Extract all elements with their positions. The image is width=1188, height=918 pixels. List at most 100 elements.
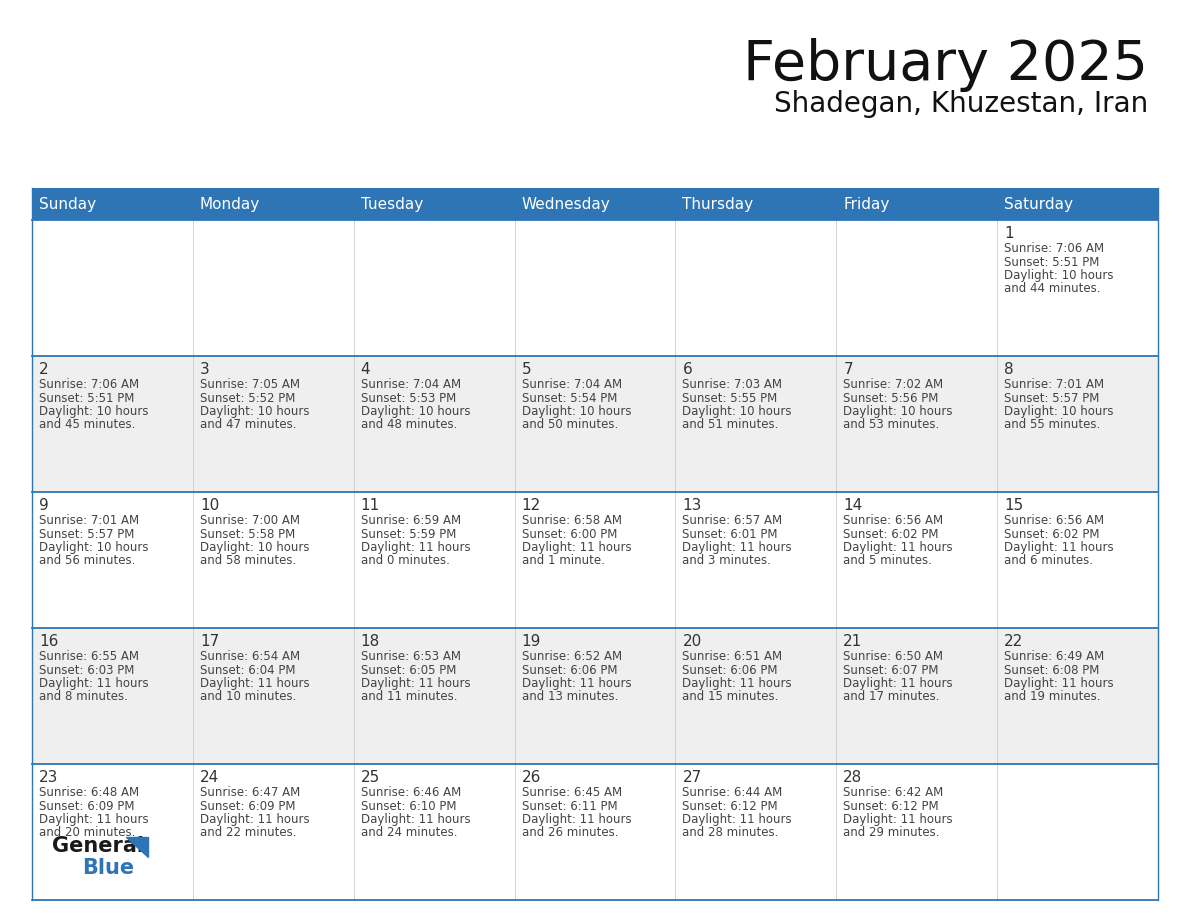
Bar xyxy=(997,188,1158,220)
Text: and 6 minutes.: and 6 minutes. xyxy=(1004,554,1093,567)
Text: and 48 minutes.: and 48 minutes. xyxy=(361,419,457,431)
Text: Daylight: 11 hours: Daylight: 11 hours xyxy=(843,677,953,690)
Text: Daylight: 10 hours: Daylight: 10 hours xyxy=(843,405,953,418)
Text: Sunrise: 6:42 AM: Sunrise: 6:42 AM xyxy=(843,786,943,799)
Text: Daylight: 11 hours: Daylight: 11 hours xyxy=(1004,541,1114,554)
Text: Thursday: Thursday xyxy=(682,196,753,211)
Text: 17: 17 xyxy=(200,634,219,649)
Text: and 13 minutes.: and 13 minutes. xyxy=(522,690,618,703)
Text: Sunrise: 6:44 AM: Sunrise: 6:44 AM xyxy=(682,786,783,799)
Bar xyxy=(354,188,514,220)
Text: 26: 26 xyxy=(522,770,541,785)
Text: Sunset: 6:11 PM: Sunset: 6:11 PM xyxy=(522,800,618,812)
Text: Sunset: 5:52 PM: Sunset: 5:52 PM xyxy=(200,391,296,405)
Text: and 55 minutes.: and 55 minutes. xyxy=(1004,419,1100,431)
Text: Daylight: 11 hours: Daylight: 11 hours xyxy=(843,813,953,826)
Text: Sunrise: 6:56 AM: Sunrise: 6:56 AM xyxy=(843,514,943,527)
Text: Daylight: 11 hours: Daylight: 11 hours xyxy=(843,541,953,554)
Text: Sunset: 6:03 PM: Sunset: 6:03 PM xyxy=(39,664,134,677)
Text: and 47 minutes.: and 47 minutes. xyxy=(200,419,296,431)
Text: and 5 minutes.: and 5 minutes. xyxy=(843,554,933,567)
Text: 1: 1 xyxy=(1004,226,1013,241)
Text: Sunset: 6:02 PM: Sunset: 6:02 PM xyxy=(843,528,939,541)
Text: Daylight: 11 hours: Daylight: 11 hours xyxy=(1004,677,1114,690)
Text: Sunset: 6:08 PM: Sunset: 6:08 PM xyxy=(1004,664,1100,677)
Text: 9: 9 xyxy=(39,498,49,513)
Text: 6: 6 xyxy=(682,362,693,377)
Text: Tuesday: Tuesday xyxy=(361,196,423,211)
Text: Sunset: 6:07 PM: Sunset: 6:07 PM xyxy=(843,664,939,677)
Text: Daylight: 11 hours: Daylight: 11 hours xyxy=(522,541,631,554)
Text: Sunset: 6:06 PM: Sunset: 6:06 PM xyxy=(522,664,617,677)
Text: Daylight: 11 hours: Daylight: 11 hours xyxy=(200,677,310,690)
Text: Monday: Monday xyxy=(200,196,260,211)
Text: Daylight: 11 hours: Daylight: 11 hours xyxy=(361,677,470,690)
Text: Daylight: 11 hours: Daylight: 11 hours xyxy=(522,677,631,690)
Text: Daylight: 11 hours: Daylight: 11 hours xyxy=(39,677,148,690)
Text: Sunset: 6:12 PM: Sunset: 6:12 PM xyxy=(843,800,939,812)
Bar xyxy=(192,188,354,220)
Text: Sunset: 6:00 PM: Sunset: 6:00 PM xyxy=(522,528,617,541)
Text: and 0 minutes.: and 0 minutes. xyxy=(361,554,449,567)
Text: Sunrise: 7:01 AM: Sunrise: 7:01 AM xyxy=(1004,378,1105,391)
Text: Sunrise: 6:57 AM: Sunrise: 6:57 AM xyxy=(682,514,783,527)
Bar xyxy=(32,356,1158,492)
Text: Daylight: 11 hours: Daylight: 11 hours xyxy=(682,677,792,690)
Text: and 15 minutes.: and 15 minutes. xyxy=(682,690,779,703)
Text: Daylight: 10 hours: Daylight: 10 hours xyxy=(682,405,792,418)
Text: Daylight: 10 hours: Daylight: 10 hours xyxy=(522,405,631,418)
Text: Daylight: 11 hours: Daylight: 11 hours xyxy=(682,813,792,826)
Text: Sunset: 6:12 PM: Sunset: 6:12 PM xyxy=(682,800,778,812)
Bar xyxy=(32,628,1158,764)
Bar xyxy=(836,188,997,220)
Text: Daylight: 10 hours: Daylight: 10 hours xyxy=(361,405,470,418)
Text: 25: 25 xyxy=(361,770,380,785)
Text: 10: 10 xyxy=(200,498,219,513)
Text: 28: 28 xyxy=(843,770,862,785)
Text: 8: 8 xyxy=(1004,362,1013,377)
Text: Sunrise: 6:52 AM: Sunrise: 6:52 AM xyxy=(522,650,621,663)
Text: Sunrise: 6:46 AM: Sunrise: 6:46 AM xyxy=(361,786,461,799)
Text: 2: 2 xyxy=(39,362,49,377)
Text: Sunrise: 7:02 AM: Sunrise: 7:02 AM xyxy=(843,378,943,391)
Text: Daylight: 11 hours: Daylight: 11 hours xyxy=(200,813,310,826)
Text: Sunrise: 7:06 AM: Sunrise: 7:06 AM xyxy=(39,378,139,391)
Text: 19: 19 xyxy=(522,634,541,649)
Text: 13: 13 xyxy=(682,498,702,513)
Text: Sunrise: 6:50 AM: Sunrise: 6:50 AM xyxy=(843,650,943,663)
Text: 21: 21 xyxy=(843,634,862,649)
Text: 24: 24 xyxy=(200,770,219,785)
Text: Sunrise: 7:03 AM: Sunrise: 7:03 AM xyxy=(682,378,783,391)
Text: February 2025: February 2025 xyxy=(742,38,1148,92)
Text: Daylight: 10 hours: Daylight: 10 hours xyxy=(1004,269,1113,282)
Text: Sunset: 5:53 PM: Sunset: 5:53 PM xyxy=(361,391,456,405)
Text: Daylight: 11 hours: Daylight: 11 hours xyxy=(39,813,148,826)
Text: 20: 20 xyxy=(682,634,702,649)
Text: and 11 minutes.: and 11 minutes. xyxy=(361,690,457,703)
Text: Sunday: Sunday xyxy=(39,196,96,211)
Text: 22: 22 xyxy=(1004,634,1023,649)
Text: 12: 12 xyxy=(522,498,541,513)
Polygon shape xyxy=(126,837,148,857)
Text: Sunset: 6:02 PM: Sunset: 6:02 PM xyxy=(1004,528,1100,541)
Text: and 51 minutes.: and 51 minutes. xyxy=(682,419,779,431)
Text: 11: 11 xyxy=(361,498,380,513)
Text: Daylight: 10 hours: Daylight: 10 hours xyxy=(200,541,309,554)
Text: Blue: Blue xyxy=(82,858,134,878)
Text: 15: 15 xyxy=(1004,498,1023,513)
Text: and 28 minutes.: and 28 minutes. xyxy=(682,826,779,839)
Text: Shadegan, Khuzestan, Iran: Shadegan, Khuzestan, Iran xyxy=(773,90,1148,118)
Text: Daylight: 10 hours: Daylight: 10 hours xyxy=(1004,405,1113,418)
Text: and 58 minutes.: and 58 minutes. xyxy=(200,554,296,567)
Text: Sunset: 5:56 PM: Sunset: 5:56 PM xyxy=(843,391,939,405)
Text: and 20 minutes.: and 20 minutes. xyxy=(39,826,135,839)
Text: and 56 minutes.: and 56 minutes. xyxy=(39,554,135,567)
Text: Sunset: 5:55 PM: Sunset: 5:55 PM xyxy=(682,391,778,405)
Text: Sunset: 5:58 PM: Sunset: 5:58 PM xyxy=(200,528,295,541)
Text: and 10 minutes.: and 10 minutes. xyxy=(200,690,296,703)
Text: Sunrise: 6:53 AM: Sunrise: 6:53 AM xyxy=(361,650,461,663)
Text: Sunrise: 6:49 AM: Sunrise: 6:49 AM xyxy=(1004,650,1105,663)
Text: and 29 minutes.: and 29 minutes. xyxy=(843,826,940,839)
Text: Sunset: 5:51 PM: Sunset: 5:51 PM xyxy=(39,391,134,405)
Bar xyxy=(32,764,1158,900)
